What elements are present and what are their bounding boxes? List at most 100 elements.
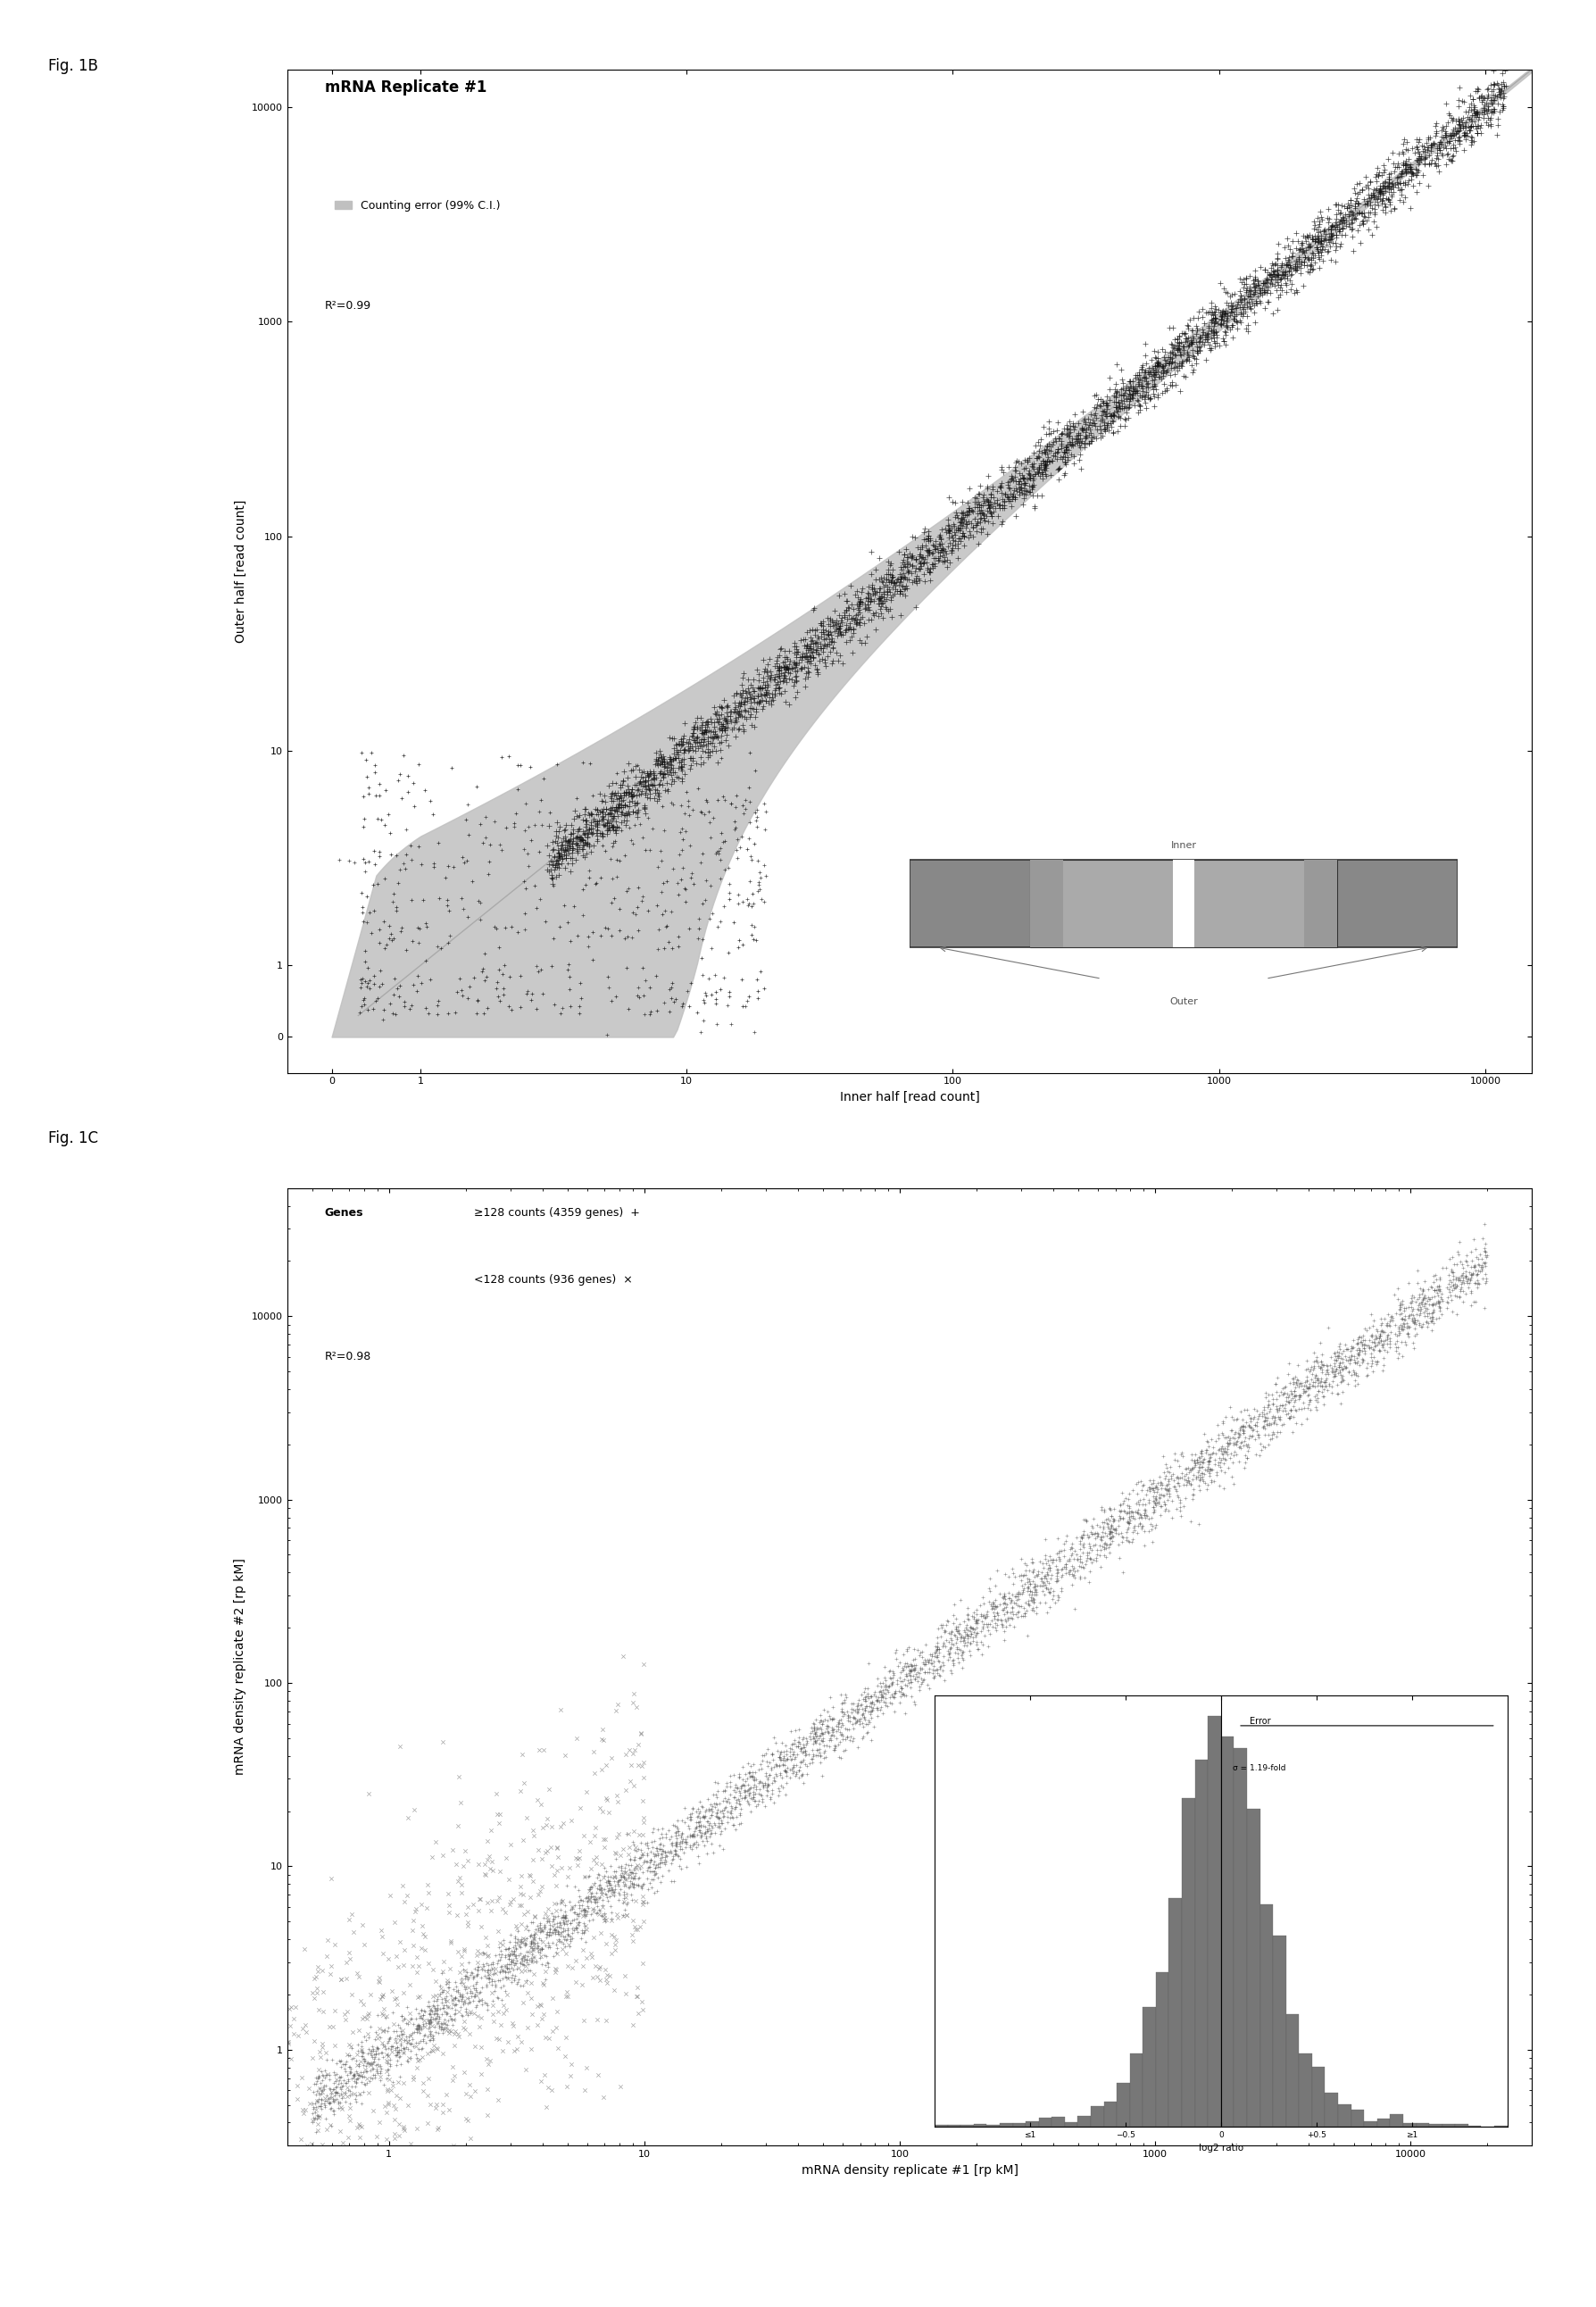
Point — [1472, 1246, 1497, 1283]
Point — [608, 768, 634, 805]
Point — [739, 916, 764, 953]
Point — [1231, 1426, 1256, 1463]
Point — [1376, 168, 1401, 205]
Point — [812, 625, 838, 662]
Point — [1168, 1460, 1194, 1497]
Point — [846, 595, 871, 632]
Point — [1041, 1578, 1066, 1615]
Point — [1293, 224, 1318, 261]
Point — [396, 2019, 421, 2056]
Point — [1117, 362, 1143, 399]
Point — [551, 1906, 576, 1942]
Point — [385, 2035, 410, 2072]
Point — [1487, 76, 1513, 113]
Point — [348, 2109, 373, 2146]
Point — [407, 1998, 433, 2035]
Point — [1264, 1380, 1290, 1416]
Point — [637, 1853, 662, 1889]
Point — [704, 717, 729, 754]
Point — [1197, 1435, 1223, 1472]
Point — [1114, 1520, 1140, 1557]
Point — [860, 574, 886, 611]
Point — [530, 1924, 555, 1961]
Point — [1034, 1557, 1060, 1594]
Point — [822, 607, 847, 644]
Point — [661, 764, 686, 801]
Point — [648, 1841, 674, 1878]
Point — [990, 1578, 1015, 1615]
Point — [369, 2051, 394, 2088]
Point — [688, 939, 713, 976]
Point — [1385, 159, 1411, 196]
Point — [474, 1959, 500, 1996]
Point — [544, 1903, 570, 1940]
Point — [1245, 1391, 1270, 1428]
Point — [591, 814, 616, 851]
Point — [932, 542, 958, 579]
Point — [927, 1647, 953, 1684]
Point — [828, 1739, 854, 1776]
Point — [1116, 1481, 1141, 1518]
Point — [634, 1834, 659, 1871]
Point — [563, 1942, 589, 1979]
Point — [602, 798, 627, 835]
Point — [1057, 404, 1082, 441]
Point — [760, 1774, 785, 1811]
Point — [921, 1643, 946, 1679]
Point — [1253, 251, 1278, 288]
Point — [1282, 1389, 1307, 1426]
Point — [919, 1636, 945, 1673]
Point — [1344, 1357, 1369, 1393]
Point — [337, 2049, 362, 2086]
Point — [592, 1901, 618, 1938]
Point — [811, 632, 836, 669]
Point — [749, 1776, 774, 1813]
Point — [583, 803, 608, 840]
Point — [1036, 1573, 1061, 1610]
Point — [764, 1733, 790, 1769]
Point — [1472, 1204, 1497, 1241]
Point — [1211, 1419, 1237, 1456]
Point — [1235, 277, 1261, 314]
Point — [841, 600, 867, 637]
Point — [950, 1636, 975, 1673]
Point — [1211, 295, 1237, 332]
Point — [1085, 385, 1111, 422]
Point — [795, 657, 820, 694]
Point — [838, 609, 863, 646]
Point — [383, 1979, 409, 2016]
Point — [1443, 1260, 1468, 1297]
Point — [1221, 1426, 1246, 1463]
Point — [418, 1991, 444, 2028]
Point — [1207, 1430, 1232, 1467]
Point — [1355, 175, 1381, 212]
Point — [1178, 1467, 1203, 1504]
Point — [618, 1866, 643, 1903]
Point — [1167, 318, 1192, 355]
Point — [942, 505, 967, 542]
Point — [635, 1859, 661, 1896]
Point — [1156, 1453, 1181, 1490]
Point — [603, 807, 629, 844]
Point — [541, 1857, 567, 1894]
Point — [1199, 330, 1224, 367]
Point — [520, 1956, 546, 1993]
Point — [1162, 1435, 1187, 1472]
Point — [964, 505, 990, 542]
Point — [383, 2012, 409, 2049]
Point — [305, 2097, 330, 2134]
Point — [1368, 173, 1393, 210]
Point — [603, 1841, 629, 1878]
Point — [1176, 328, 1202, 365]
Point — [350, 2037, 375, 2074]
Point — [330, 2079, 356, 2116]
Point — [1018, 1543, 1044, 1580]
Point — [440, 2007, 466, 2044]
Point — [828, 616, 854, 653]
Point — [490, 1952, 516, 1989]
Point — [1148, 346, 1173, 383]
Point — [819, 623, 844, 660]
Point — [953, 1624, 978, 1661]
Point — [1223, 288, 1248, 325]
Point — [736, 821, 761, 858]
